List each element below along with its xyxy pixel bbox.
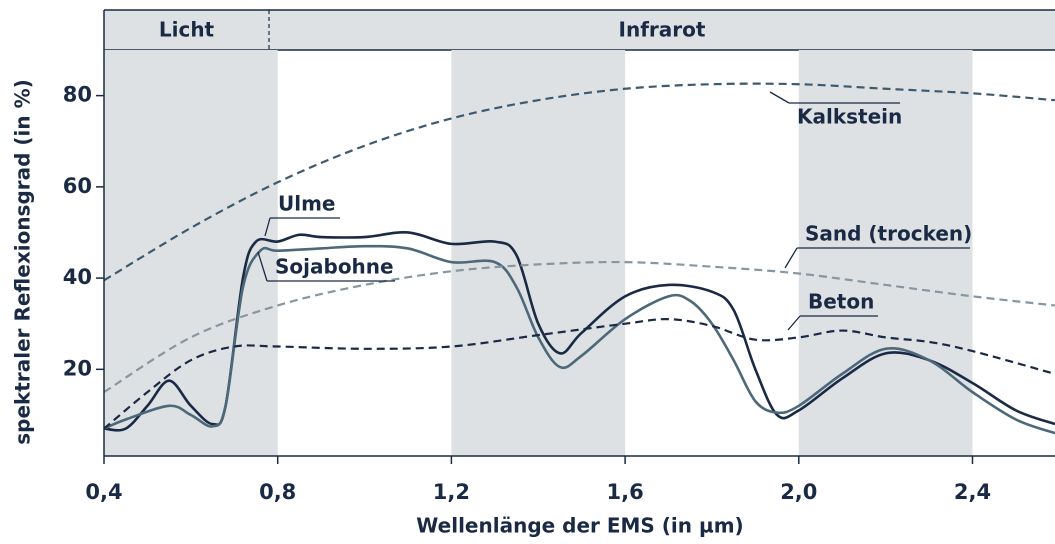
lines-layer (103, 82, 1055, 435)
label-leader (784, 247, 798, 269)
series-label: Sand (trocken) (805, 222, 972, 246)
x-tick-label: 2,4 (954, 480, 991, 504)
x-axis-title: Wellenlänge der EMS (in µm) (416, 514, 743, 538)
band-label: Infrarot (619, 18, 706, 42)
series-line (103, 244, 1055, 435)
shaded-range (451, 50, 626, 456)
x-tick-label: 2,0 (780, 480, 817, 504)
series-line (103, 82, 1055, 282)
label-leader (787, 315, 801, 331)
label-leader (257, 251, 268, 282)
foreground-layer: Licht Infrarot 20 40 60 80 0,4 0,8 1,2 1,6 2,0 2,4 K… (63, 10, 1055, 504)
series-line (103, 260, 1055, 394)
shaded-range (104, 50, 278, 456)
y-tick-label: 80 (63, 83, 92, 107)
x-tick-label: 0,8 (259, 480, 296, 504)
series-label: Ulme (278, 192, 336, 216)
y-axis-title: spektraler Reflexionsgrad (in %) (11, 79, 35, 445)
label-leader (264, 217, 271, 237)
x-tick-label: 1,6 (606, 480, 643, 504)
series-label: Beton (808, 290, 874, 314)
label-leader (769, 91, 790, 104)
x-tick-label: 0,4 (85, 480, 122, 504)
series-label: Sojabohne (275, 255, 394, 279)
header-band (104, 10, 1055, 50)
series-label: Kalkstein (797, 105, 902, 129)
x-tick-label: 1,2 (433, 480, 470, 504)
band-label: Licht (159, 18, 215, 42)
series-line (103, 318, 1055, 430)
y-tick-label: 60 (63, 174, 92, 198)
y-tick-label: 20 (63, 356, 92, 380)
y-tick-label: 40 (63, 265, 92, 289)
background-layer (104, 9, 1055, 456)
